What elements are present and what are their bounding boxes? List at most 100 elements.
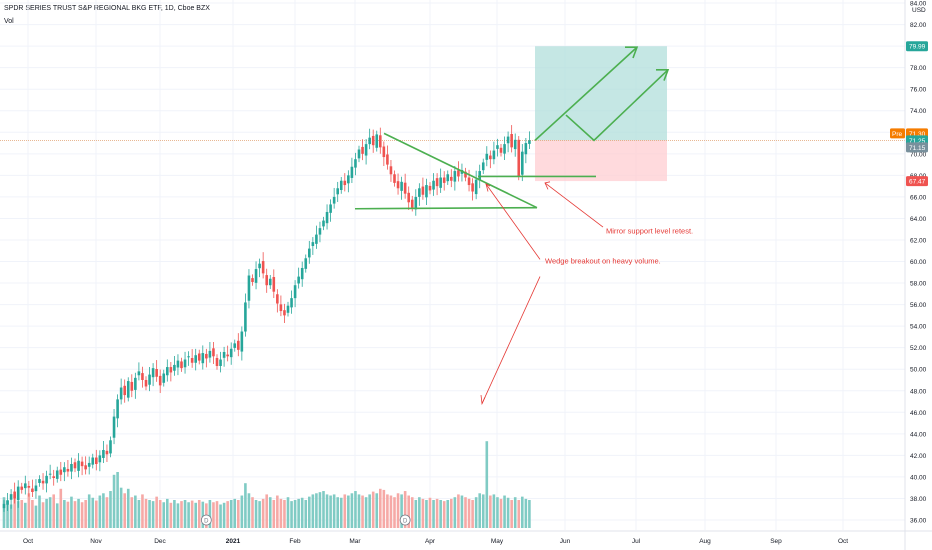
candle-body <box>16 486 20 501</box>
candle-body <box>439 177 442 188</box>
candle <box>524 137 528 164</box>
x-tick-label: Jun <box>560 538 571 545</box>
candle-body <box>137 371 141 376</box>
annotation-arrow-wedge <box>485 183 541 260</box>
volume-bar <box>229 500 233 528</box>
volume-bar <box>183 500 187 528</box>
volume-bar <box>343 494 347 528</box>
candle <box>350 157 354 184</box>
volume-bar <box>354 491 357 528</box>
volume-bar <box>215 501 219 528</box>
candle <box>471 178 474 201</box>
volume-bar <box>66 501 70 528</box>
candle-body <box>87 462 91 467</box>
candle-body <box>403 182 407 194</box>
candle-body <box>162 373 166 383</box>
price-tag-prefix: Pre <box>892 131 903 138</box>
volume-bar <box>439 500 442 528</box>
volume-bar <box>329 495 332 528</box>
candle <box>268 274 272 289</box>
x-tick-label: Nov <box>90 538 102 545</box>
candle <box>70 457 73 480</box>
chart-title: SPDR SERIES TRUST S&P REGIONAL BKG ETF, … <box>4 5 210 12</box>
y-tick-label: 46.00 <box>910 410 927 417</box>
candle <box>521 144 524 182</box>
x-tick-label: Feb <box>289 538 301 545</box>
x-axis[interactable]: Oct Nov Dec 2021 Feb Mar Apr May Jun Jul Aug Sep Oct <box>0 530 932 545</box>
candle <box>59 461 63 482</box>
volume-bar <box>375 493 379 528</box>
volume-bar <box>400 494 403 528</box>
volume-bar <box>361 495 364 528</box>
grid-lines <box>0 0 905 530</box>
volume-bar <box>162 502 166 528</box>
volume-indicator-label[interactable]: Vol <box>4 18 14 25</box>
volume-bar <box>73 501 77 528</box>
candle <box>31 479 34 498</box>
candle-body <box>134 377 137 390</box>
candle-body <box>485 153 489 160</box>
volume-bar <box>300 497 304 528</box>
candle <box>144 376 148 391</box>
volume-bar <box>212 502 215 528</box>
candle <box>169 362 173 382</box>
candle <box>343 173 347 192</box>
volume-bar <box>421 498 425 528</box>
volume-bar <box>84 500 87 528</box>
candle-body <box>91 457 95 465</box>
candle <box>9 489 13 509</box>
position-zones <box>0 46 905 182</box>
candle-body <box>205 353 208 359</box>
candle <box>308 240 311 264</box>
target-zone <box>535 46 667 141</box>
candle-body <box>382 146 386 158</box>
volume-bar <box>336 497 339 528</box>
candle <box>457 161 460 182</box>
candle <box>283 303 286 324</box>
candle-body <box>219 359 222 366</box>
candle-body <box>48 473 52 475</box>
candle <box>102 441 105 464</box>
y-tick-label: 74.00 <box>910 108 927 115</box>
y-tick-label: 58.00 <box>910 281 927 288</box>
volume-bar <box>521 496 524 528</box>
candle <box>357 145 361 163</box>
candle <box>439 168 442 193</box>
candle <box>265 268 268 293</box>
candle <box>297 267 300 289</box>
candle <box>20 482 24 494</box>
x-tick-label: May <box>491 538 504 545</box>
annotation-arrow-mirror <box>544 182 604 228</box>
volume-bar <box>45 498 48 528</box>
candle <box>489 150 492 169</box>
candle <box>73 458 77 473</box>
volume-bar <box>414 500 418 528</box>
candle-body <box>464 171 467 178</box>
volume-bar <box>396 493 400 528</box>
volume-bar <box>9 504 13 528</box>
candle <box>453 165 457 191</box>
candle-body <box>410 199 414 208</box>
volume-bar <box>27 493 31 528</box>
candle-body <box>63 467 66 473</box>
volume-bar <box>102 493 105 528</box>
candle-body <box>393 174 396 183</box>
candle <box>80 456 84 476</box>
candle-body <box>528 140 531 144</box>
annotation-mirror-support: Mirror support level retest. <box>606 227 693 236</box>
candle-body <box>457 170 460 177</box>
volume-bar <box>528 500 531 528</box>
y-tick-label: 60.00 <box>910 259 927 266</box>
volume-bar <box>318 492 322 528</box>
candle <box>276 289 279 313</box>
candle-body <box>386 154 389 165</box>
y-axis[interactable]: 84.0082.0080.0078.0076.0074.0072.0070.00… <box>904 0 927 550</box>
candle-body <box>247 275 251 301</box>
volume-bar <box>87 494 91 528</box>
candle-body <box>116 399 119 419</box>
volume-bar <box>13 494 16 528</box>
y-tick-label: 56.00 <box>910 302 927 309</box>
candle-body <box>13 491 16 499</box>
candle-body <box>31 488 34 492</box>
